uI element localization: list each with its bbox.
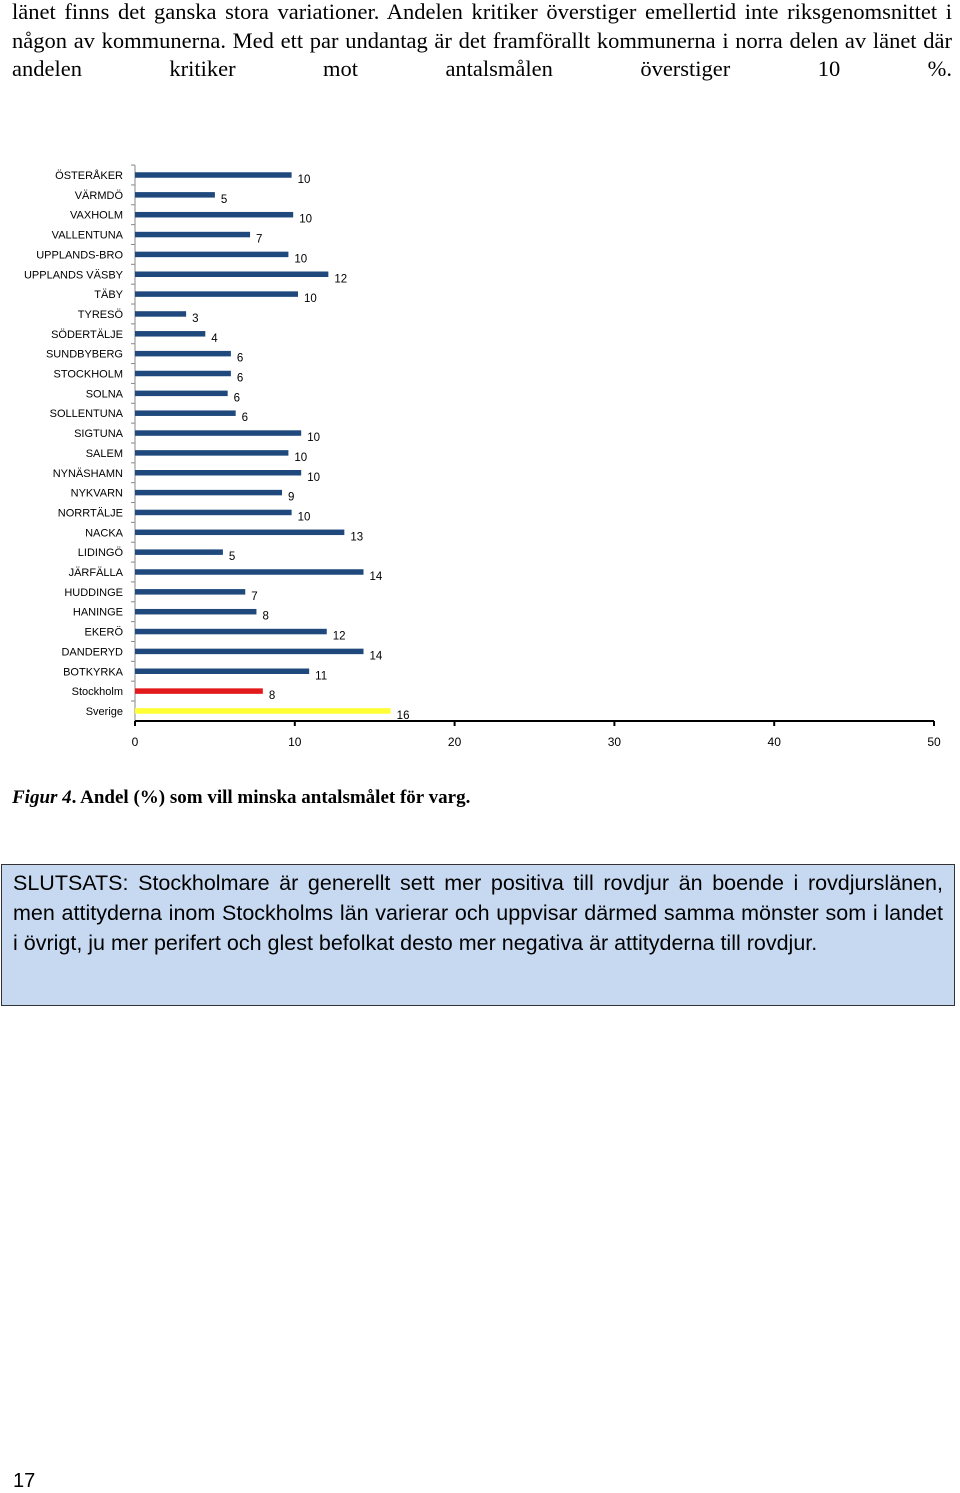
category-label: SOLLENTUNA	[50, 408, 124, 420]
category-label: Stockholm	[72, 686, 123, 698]
category-label: VAXHOLM	[70, 210, 123, 222]
bar	[135, 668, 310, 674]
figure-number: Figur 4	[12, 787, 72, 808]
bar	[135, 628, 327, 635]
x-tick-label: 50	[927, 735, 941, 749]
data-label: 7	[251, 591, 257, 603]
bar	[135, 569, 364, 575]
data-label: 10	[298, 174, 311, 186]
bar	[135, 608, 257, 615]
data-label: 3	[192, 313, 198, 325]
category-label: JÄRFÄLLA	[69, 567, 124, 579]
conclusion-box: SLUTSATS: Stockholmare är generellt sett…	[1, 864, 955, 1006]
bar	[135, 648, 364, 655]
category-label: STOCKHOLM	[54, 369, 123, 381]
data-label: 4	[211, 333, 218, 345]
bar	[135, 470, 302, 476]
bar	[135, 549, 223, 555]
bar	[135, 370, 231, 377]
data-label: 10	[299, 214, 312, 226]
bar-chart: ÖSTERÅKER 10 VÄRMDÖ 5 VAXHOLM 10 VALLENTUNA 7 UP…	[24, 164, 941, 749]
data-label: 7	[256, 234, 262, 246]
category-label: NYKVARN	[71, 488, 123, 500]
bar	[135, 211, 294, 218]
x-tick-label: 20	[448, 735, 462, 749]
bar	[135, 450, 289, 456]
data-label: 14	[370, 650, 383, 662]
category-label: TÄBY	[94, 289, 123, 301]
intro-paragraph: länet finns det ganska stora variationer…	[12, 0, 952, 112]
data-label: 13	[350, 531, 363, 543]
x-tick-label: 40	[768, 735, 782, 749]
category-label: HANINGE	[73, 607, 123, 619]
x-tick-label: 30	[608, 735, 622, 749]
category-label: NORRTÄLJE	[58, 507, 123, 519]
data-label: 5	[221, 194, 227, 206]
page-number: 17	[13, 1470, 36, 1492]
category-label: EKERÖ	[84, 627, 123, 639]
bar	[135, 331, 206, 337]
category-label: VALLENTUNA	[52, 230, 124, 242]
data-label: 9	[288, 492, 294, 504]
bar	[135, 311, 187, 317]
data-label: 5	[229, 551, 235, 563]
data-label: 10	[307, 472, 320, 484]
bar	[135, 172, 292, 178]
bar	[135, 271, 329, 277]
data-label: 14	[370, 571, 383, 583]
data-label: 11	[315, 670, 327, 682]
category-label: ÖSTERÅKER	[55, 169, 123, 182]
category-label: VÄRMDÖ	[75, 190, 124, 202]
bar	[135, 489, 283, 496]
bar	[135, 708, 391, 714]
data-label: 6	[234, 392, 240, 404]
category-label: SUNDBYBERG	[46, 349, 123, 361]
data-label: 10	[307, 432, 320, 444]
bar	[135, 350, 231, 357]
category-label: SÖDERTÄLJE	[51, 329, 123, 341]
data-label: 10	[298, 511, 311, 523]
bar	[135, 688, 263, 694]
category-label: NACKA	[85, 527, 124, 539]
category-label: SOLNA	[86, 388, 124, 400]
bar	[135, 390, 228, 397]
data-label: 6	[237, 373, 243, 385]
data-label: 12	[333, 631, 346, 643]
data-label: 6	[242, 412, 248, 424]
bar	[135, 410, 236, 416]
category-label: Sverige	[86, 706, 123, 718]
bar	[135, 291, 298, 297]
data-label: 6	[237, 353, 243, 365]
x-tick-label: 10	[288, 735, 302, 749]
bar	[135, 529, 345, 536]
category-label: HUDDINGE	[64, 587, 123, 599]
bar	[135, 231, 251, 238]
bar	[135, 251, 289, 258]
x-tick-label: 0	[132, 735, 139, 749]
category-label: TYRESÖ	[78, 309, 124, 321]
data-label: 10	[304, 293, 317, 305]
data-label: 16	[397, 710, 410, 722]
category-label: BOTKYRKA	[63, 666, 124, 678]
category-label: DANDERYD	[61, 646, 123, 658]
category-label: LIDINGÖ	[78, 547, 124, 559]
category-label: UPPLANDS VÄSBY	[24, 269, 124, 281]
category-label: UPPLANDS-BRO	[36, 249, 123, 261]
bar	[135, 192, 215, 198]
category-label: NYNÄSHAMN	[53, 468, 123, 480]
bar	[135, 589, 246, 595]
figure-caption: Figur 4. Andel (%) som vill minska antal…	[12, 787, 470, 809]
bar	[135, 509, 292, 516]
bar	[135, 430, 302, 436]
data-label: 10	[294, 253, 307, 265]
caption-text: . Andel (%) som vill minska antalsmålet …	[71, 787, 471, 808]
category-label: SIGTUNA	[74, 428, 124, 440]
data-label: 8	[269, 690, 275, 702]
intro-text: länet finns det ganska stora variationer…	[12, 0, 952, 81]
data-label: 12	[334, 273, 347, 285]
category-label: SALEM	[86, 448, 123, 460]
data-label: 8	[262, 611, 268, 623]
conclusion-text: SLUTSATS: Stockholmare är generellt sett…	[13, 871, 943, 955]
data-label: 10	[294, 452, 307, 464]
